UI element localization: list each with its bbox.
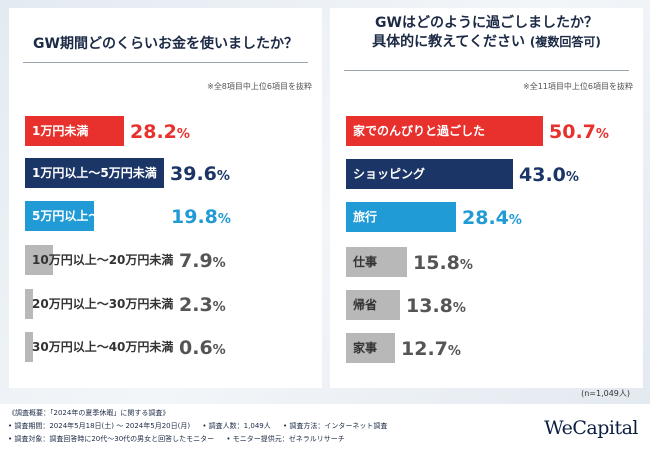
bar (25, 158, 164, 188)
bar (25, 201, 94, 231)
bar (346, 202, 456, 232)
wecapital-logo: WeCapital (544, 417, 638, 439)
bar-row: ショッピング 43.0% (346, 159, 643, 189)
bar-value: 39.6% (170, 158, 230, 188)
activities-title-line2-wrap: 具体的に教えてください (複数回答可) (330, 33, 643, 52)
bar-value-unit: % (212, 343, 226, 358)
bar-value: 28.4% (462, 202, 522, 232)
footer-period: • 調査期間：2024年5月18日(土) 〜 2024年5月20日(月) (8, 422, 191, 430)
bar (346, 290, 400, 320)
bar (25, 289, 33, 319)
bar-value: 43.0% (519, 159, 579, 189)
bar (346, 116, 543, 146)
survey-footer: 《調査概要：「2024年の夏季休暇」に関する調査》 • 調査期間：2024年5月… (0, 404, 650, 450)
bar-value-number: 50.7 (549, 121, 596, 143)
bar-value-number: 15.8 (413, 252, 460, 274)
spending-title-underline (23, 62, 308, 63)
bar-row: 5万円以上〜10万円未満 19.8% (25, 201, 322, 231)
spending-panel: GW期間どのくらいお金を使いましたか？ ※全8項目中上位6項目を抜粋 1万円未満… (9, 8, 322, 388)
bar-label: 1万円以上〜5万円未満 (32, 166, 157, 180)
bar (346, 333, 395, 363)
bar (346, 159, 513, 189)
bar-label: 1万円未満 (32, 124, 89, 138)
bar-label: 10万円以上〜20万円未満 (32, 253, 174, 267)
bar-label: 仕事 (353, 255, 378, 269)
footer-method: • 調査方法：インターネット調査 (282, 422, 388, 430)
bar-label: 帰省 (353, 298, 378, 312)
bar-value-number: 12.7 (401, 338, 448, 360)
bar-value-unit: % (595, 127, 609, 142)
bar-value-unit: % (508, 213, 522, 228)
bar-label: ショッピング (353, 167, 426, 181)
footer-line-2: • 調査対象：調査回答時に20代〜30代の男女と回答したモニター • モニター提… (8, 434, 355, 444)
bar-value-number: 39.6 (170, 163, 217, 185)
footer-line-1: • 調査期間：2024年5月18日(土) 〜 2024年5月20日(月) • 調… (8, 421, 397, 431)
activities-title-underline (344, 70, 629, 71)
bar-value-unit: % (459, 258, 473, 273)
activities-question-title: GWはどのように過ごしましたか？ 具体的に教えてください (複数回答可) (330, 14, 643, 52)
bar (25, 332, 33, 362)
activities-panel: GWはどのように過ごしましたか？ 具体的に教えてください (複数回答可) ※全1… (330, 8, 643, 388)
footer-heading: 《調査概要：「2024年の夏季休暇」に関する調査》 (8, 409, 170, 417)
bar-value: 7.9% (179, 245, 226, 275)
bar-row: 帰省 13.8% (346, 290, 643, 320)
bar (25, 245, 53, 275)
bar-label: 旅行 (353, 210, 378, 224)
spending-note: ※全8項目中上位6項目を抜粋 (207, 82, 312, 91)
bar-value-unit: % (216, 169, 230, 184)
bar-row: 旅行 28.4% (346, 202, 643, 232)
footer-provider: • モニター提供元：ゼネラルリサーチ (226, 435, 345, 443)
bar-value: 19.8% (171, 201, 231, 231)
bar-value: 15.8% (413, 247, 473, 277)
bar-row: 1万円未満 28.2% (25, 116, 322, 146)
bar-label: 20万円以上〜30万円未満 (32, 297, 174, 311)
bar-label: 30万円以上〜40万円未満 (32, 340, 174, 354)
sample-size-note: (n=1,049人) (581, 389, 630, 398)
activities-title-paren: (複数回答可) (529, 35, 601, 49)
footer-target: • 調査対象：調査回答時に20代〜30代の男女と回答したモニター (8, 435, 215, 443)
bar (346, 247, 407, 277)
bar (25, 116, 124, 146)
activities-title-line2: 具体的に教えてください (372, 34, 526, 50)
bar-value-unit: % (565, 170, 579, 185)
bar-value-number: 19.8 (171, 206, 218, 228)
bar-value-number: 7.9 (179, 250, 213, 272)
bar-row: 家事 12.7% (346, 333, 643, 363)
bar-row: 30万円以上〜40万円未満 0.6% (25, 332, 322, 362)
bar-value: 2.3% (179, 289, 226, 319)
bar-value-number: 43.0 (519, 164, 566, 186)
bar-row: 仕事 15.8% (346, 247, 643, 277)
bar-value: 28.2% (130, 116, 190, 146)
bar-label: 家事 (353, 341, 378, 355)
spending-question-title: GW期間どのくらいお金を使いましたか？ (33, 36, 298, 52)
bar-value-unit: % (176, 127, 190, 142)
bar-label: 家でのんびりと過ごした (353, 124, 486, 138)
bar-value-number: 28.4 (462, 207, 509, 229)
bar-value-number: 0.6 (179, 337, 213, 359)
bar-value-number: 13.8 (406, 295, 453, 317)
bar-value: 0.6% (179, 332, 226, 362)
bar-label: 5万円以上〜10万円未満 (32, 209, 166, 223)
bar-row: 20万円以上〜30万円未満 2.3% (25, 289, 322, 319)
activities-title-line1: GWはどのように過ごしましたか？ (375, 15, 598, 31)
bar-row: 1万円以上〜5万円未満 39.6% (25, 158, 322, 188)
footer-respondents: • 調査人数：1,049人 (202, 422, 271, 430)
bar-value-unit: % (217, 212, 231, 227)
bar-value: 12.7% (401, 333, 461, 363)
activities-note: ※全11項目中上位6項目を抜粋 (523, 82, 633, 91)
bar-value-unit: % (452, 301, 466, 316)
bar-value-number: 2.3 (179, 294, 213, 316)
bar-row: 10万円以上〜20万円未満 7.9% (25, 245, 322, 275)
bar-value: 13.8% (406, 290, 466, 320)
bar-value-unit: % (212, 300, 226, 315)
bar-value-unit: % (447, 344, 461, 359)
bar-value-number: 28.2 (130, 121, 177, 143)
bar-row: 家でのんびりと過ごした 50.7% (346, 116, 643, 146)
bar-value-unit: % (212, 256, 226, 271)
bar-value: 50.7% (549, 116, 609, 146)
